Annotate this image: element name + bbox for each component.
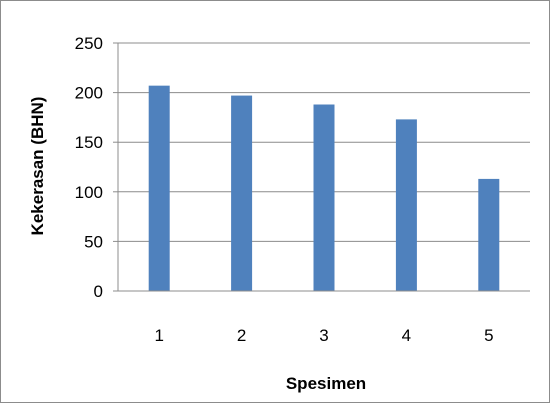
- bar-spesimen-2: [231, 95, 253, 292]
- x-axis-title: Spesimen: [286, 374, 366, 393]
- bar-spesimen-1: [148, 85, 170, 291]
- y-tick-label: 200: [75, 84, 103, 103]
- bar-spesimen-5: [478, 178, 500, 291]
- y-tick-label: 250: [75, 34, 103, 53]
- axes: [113, 42, 530, 292]
- bar-spesimen-3: [313, 104, 335, 291]
- y-tick-label: 50: [84, 232, 103, 251]
- bar-spesimen-4: [395, 119, 417, 291]
- y-axis-title: Kekerasan (BHN): [28, 97, 47, 236]
- x-tick-label: 3: [319, 326, 328, 345]
- bars: [148, 85, 500, 292]
- tick-labels: 0 50 100 150 200 250 1 2 3 4 5: [75, 34, 494, 345]
- x-tick-label: 5: [484, 326, 493, 345]
- y-tick-label: 0: [94, 282, 103, 301]
- x-tick-label: 4: [402, 326, 411, 345]
- x-tick-label: 1: [154, 326, 163, 345]
- y-tick-label: 150: [75, 133, 103, 152]
- x-tick-label: 2: [237, 326, 246, 345]
- y-tick-label: 100: [75, 183, 103, 202]
